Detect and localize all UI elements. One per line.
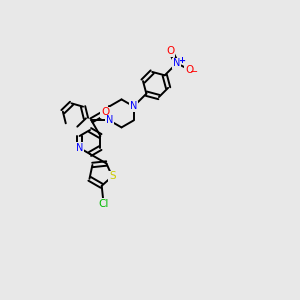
Text: O: O [185, 64, 194, 75]
Text: N: N [173, 58, 181, 68]
Text: −: − [190, 67, 198, 76]
Text: +: + [178, 56, 185, 65]
Text: Cl: Cl [98, 199, 109, 209]
Text: S: S [109, 171, 116, 182]
Text: O: O [166, 46, 175, 56]
Text: N: N [76, 143, 83, 153]
Text: N: N [130, 101, 137, 111]
Text: N: N [106, 116, 113, 125]
Text: O: O [101, 107, 110, 117]
